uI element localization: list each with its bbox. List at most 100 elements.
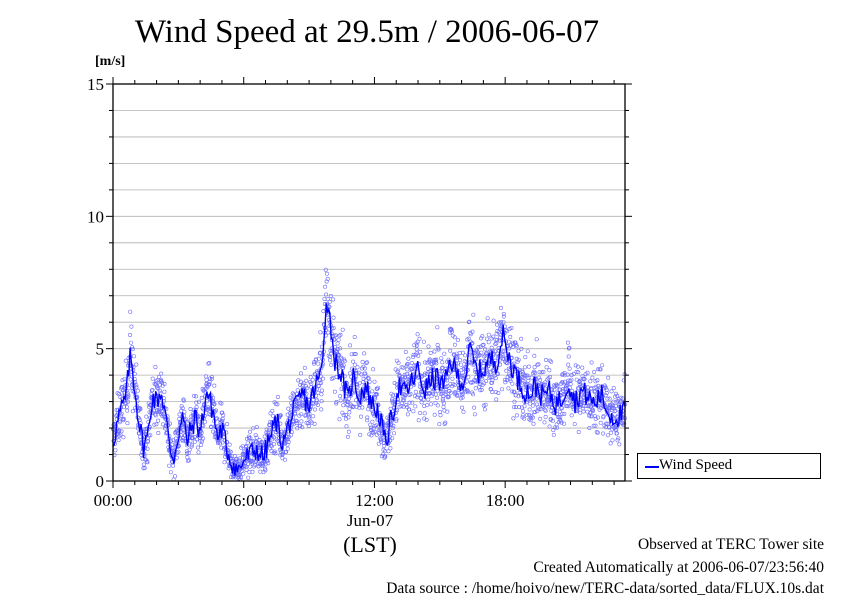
data-point: [126, 386, 131, 391]
data-point: [117, 420, 122, 425]
data-point: [508, 376, 513, 381]
data-point: [582, 376, 587, 381]
data-point: [421, 397, 426, 402]
data-point: [601, 431, 606, 436]
data-point: [547, 358, 552, 363]
data-point: [452, 342, 457, 347]
data-point: [476, 345, 481, 350]
data-point: [300, 425, 305, 430]
data-point: [411, 409, 416, 414]
data-point: [238, 456, 243, 461]
data-point: [316, 356, 321, 361]
date-label: Jun-07: [346, 511, 394, 530]
data-point: [567, 385, 572, 390]
data-point: [282, 457, 287, 462]
data-point: [491, 318, 496, 323]
data-point: [341, 413, 346, 418]
data-point: [463, 353, 468, 358]
data-point: [286, 406, 291, 411]
data-point: [428, 402, 433, 407]
data-point: [401, 398, 406, 403]
data-point: [442, 351, 447, 356]
data-point: [525, 412, 530, 417]
data-point: [279, 429, 284, 434]
data-point: [417, 336, 422, 341]
data-point: [566, 404, 571, 409]
data-point: [402, 372, 407, 377]
data-point: [346, 396, 351, 401]
data-point: [491, 334, 496, 339]
data-point: [303, 413, 308, 418]
data-point: [125, 408, 130, 413]
data-point: [494, 397, 499, 402]
data-point: [286, 437, 291, 442]
data-point: [248, 429, 253, 434]
data-point: [565, 372, 570, 377]
axis-ticks: [106, 77, 632, 488]
data-point: [344, 424, 349, 429]
data-point: [499, 320, 504, 325]
data-point: [153, 364, 158, 369]
data-point: [487, 361, 492, 366]
data-point: [199, 395, 204, 400]
data-point: [201, 423, 206, 428]
data-point: [569, 413, 574, 418]
data-point: [446, 375, 451, 380]
data-point: [180, 406, 185, 411]
data-point: [461, 391, 466, 396]
data-point: [368, 425, 373, 430]
data-point: [371, 426, 376, 431]
data-point: [493, 342, 498, 347]
data-point: [449, 327, 454, 332]
data-point: [319, 407, 324, 412]
data-point: [492, 349, 497, 354]
data-point: [593, 423, 598, 428]
data-point: [568, 381, 573, 386]
data-point: [154, 379, 159, 384]
data-point: [482, 354, 487, 359]
data-point: [598, 420, 603, 425]
data-point: [587, 425, 592, 430]
data-point: [134, 385, 139, 390]
data-point: [192, 393, 197, 398]
data-point: [568, 399, 573, 404]
data-point: [407, 400, 412, 405]
data-point: [153, 412, 158, 417]
data-point: [130, 345, 135, 350]
data-point: [578, 410, 583, 415]
data-point: [560, 380, 565, 385]
data-point: [499, 387, 504, 392]
data-point: [326, 353, 331, 358]
data-point: [517, 404, 522, 409]
data-point: [565, 340, 570, 345]
data-point: [482, 407, 487, 412]
data-point: [589, 360, 594, 365]
data-point: [425, 403, 430, 408]
data-point: [513, 393, 518, 398]
data-point: [353, 351, 358, 356]
data-point: [200, 386, 205, 391]
data-point: [433, 401, 438, 406]
x-tick-label: 00:00: [94, 491, 133, 510]
data-point: [391, 423, 396, 428]
data-point: [452, 335, 457, 340]
data-point: [207, 360, 212, 365]
data-point: [359, 372, 364, 377]
data-point: [390, 396, 395, 401]
data-point: [372, 379, 377, 384]
data-point: [611, 386, 616, 391]
data-point: [258, 469, 263, 474]
data-point: [270, 408, 275, 413]
data-point: [388, 446, 393, 451]
data-point: [543, 414, 548, 419]
data-point: [493, 389, 498, 394]
data-point: [404, 367, 409, 372]
data-point: [473, 357, 478, 362]
data-point: [531, 399, 536, 404]
data-point: [408, 391, 413, 396]
data-point: [617, 442, 622, 447]
data-point: [113, 448, 118, 453]
data-point: [530, 403, 535, 408]
data-point: [363, 371, 368, 376]
data-point: [593, 389, 598, 394]
